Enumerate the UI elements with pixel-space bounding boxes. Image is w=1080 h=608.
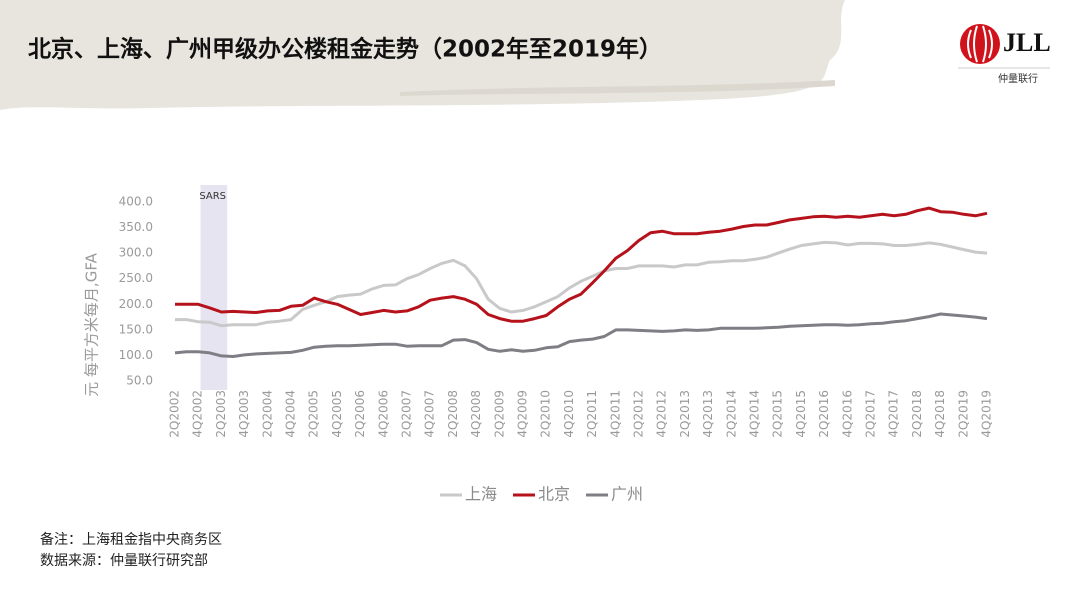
y-tick-label: 200.0: [119, 297, 153, 311]
brush-stroke: [400, 80, 835, 96]
series-line: [175, 206, 988, 323]
legend-label: 上海: [465, 485, 497, 504]
x-tick-label: 4Q2013: [701, 390, 715, 438]
x-tick-label: 2Q2016: [817, 390, 831, 438]
x-tick-label: 4Q2004: [284, 390, 298, 438]
header-brush: [0, 0, 845, 110]
x-tick-label: 2Q2010: [539, 390, 553, 438]
x-tick-label: 4Q2015: [794, 390, 808, 438]
note: 备注：上海租金指中央商务区: [40, 531, 222, 548]
x-tick-label: 4Q2011: [608, 390, 622, 438]
y-tick-label: 100.0: [119, 348, 153, 362]
logo-text: JLL: [1003, 28, 1051, 57]
sars-band: [200, 185, 228, 390]
logo-name: 仲量联行: [998, 72, 1038, 85]
x-tick-label: 4Q2008: [469, 390, 483, 438]
series-line: [174, 312, 988, 358]
x-tick-label: 2Q2015: [771, 390, 785, 438]
x-tick-label: 4Q2019: [980, 390, 994, 438]
x-tick-label: 2Q2012: [632, 390, 646, 438]
x-tick-label: 4Q2003: [237, 390, 251, 438]
x-tick-label: 2Q2018: [910, 390, 924, 438]
x-tick-label: 4Q2014: [748, 390, 762, 438]
x-tick-label: 2Q2014: [724, 390, 738, 438]
y-axis-label: 元 每平方米每月,GFA: [83, 252, 101, 396]
y-tick-label: 150.0: [119, 322, 153, 336]
x-tick-label: 2Q2004: [260, 390, 274, 438]
x-tick-label: 4Q2007: [423, 390, 437, 438]
logo-stripes: [967, 25, 993, 63]
x-tick-label: 4Q2009: [516, 390, 530, 438]
y-tick-label: 50.0: [126, 374, 153, 388]
x-tick-label: 2Q2003: [214, 390, 228, 438]
x-tick-label: 2Q2006: [353, 390, 367, 438]
x-tick-label: 4Q2017: [887, 390, 901, 438]
note: 数据来源：仲量联行研究部: [40, 553, 208, 569]
x-tick-label: 2Q2019: [956, 390, 970, 438]
legend-label: 北京: [538, 485, 570, 504]
x-tick-label: 4Q2012: [655, 390, 669, 438]
x-tick-label: 2Q2002: [168, 390, 182, 438]
y-tick-label: 400.0: [119, 195, 153, 209]
legend-label: 广州: [611, 485, 643, 504]
logo: JLL 仲量联行: [958, 24, 1051, 85]
x-tick-label: 2Q2011: [585, 390, 599, 438]
y-tick-label: 350.0: [119, 220, 153, 234]
x-tick-label: 2Q2008: [446, 390, 460, 438]
x-tick-label: 2Q2005: [307, 390, 321, 438]
x-tick-label: 4Q2016: [840, 390, 854, 438]
y-tick-label: 250.0: [119, 271, 153, 285]
series-line: [175, 240, 988, 328]
x-tick-label: 2Q2013: [678, 390, 692, 438]
chart-title: 北京、上海、广州甲级办公楼租金走势（2002年至2019年）: [28, 36, 662, 63]
x-tick-label: 4Q2005: [330, 390, 344, 438]
x-tick-label: 4Q2006: [376, 390, 390, 438]
y-tick-label: 300.0: [119, 246, 153, 260]
band-label: SARS: [199, 191, 226, 202]
x-tick-label: 4Q2010: [562, 390, 576, 438]
x-tick-label: 4Q2002: [191, 390, 205, 438]
x-tick-label: 2Q2007: [400, 390, 414, 438]
x-tick-label: 2Q2017: [864, 390, 878, 438]
x-tick-label: 4Q2018: [933, 390, 947, 438]
logo-circle: [960, 24, 1000, 64]
x-tick-label: 2Q2009: [492, 390, 506, 438]
